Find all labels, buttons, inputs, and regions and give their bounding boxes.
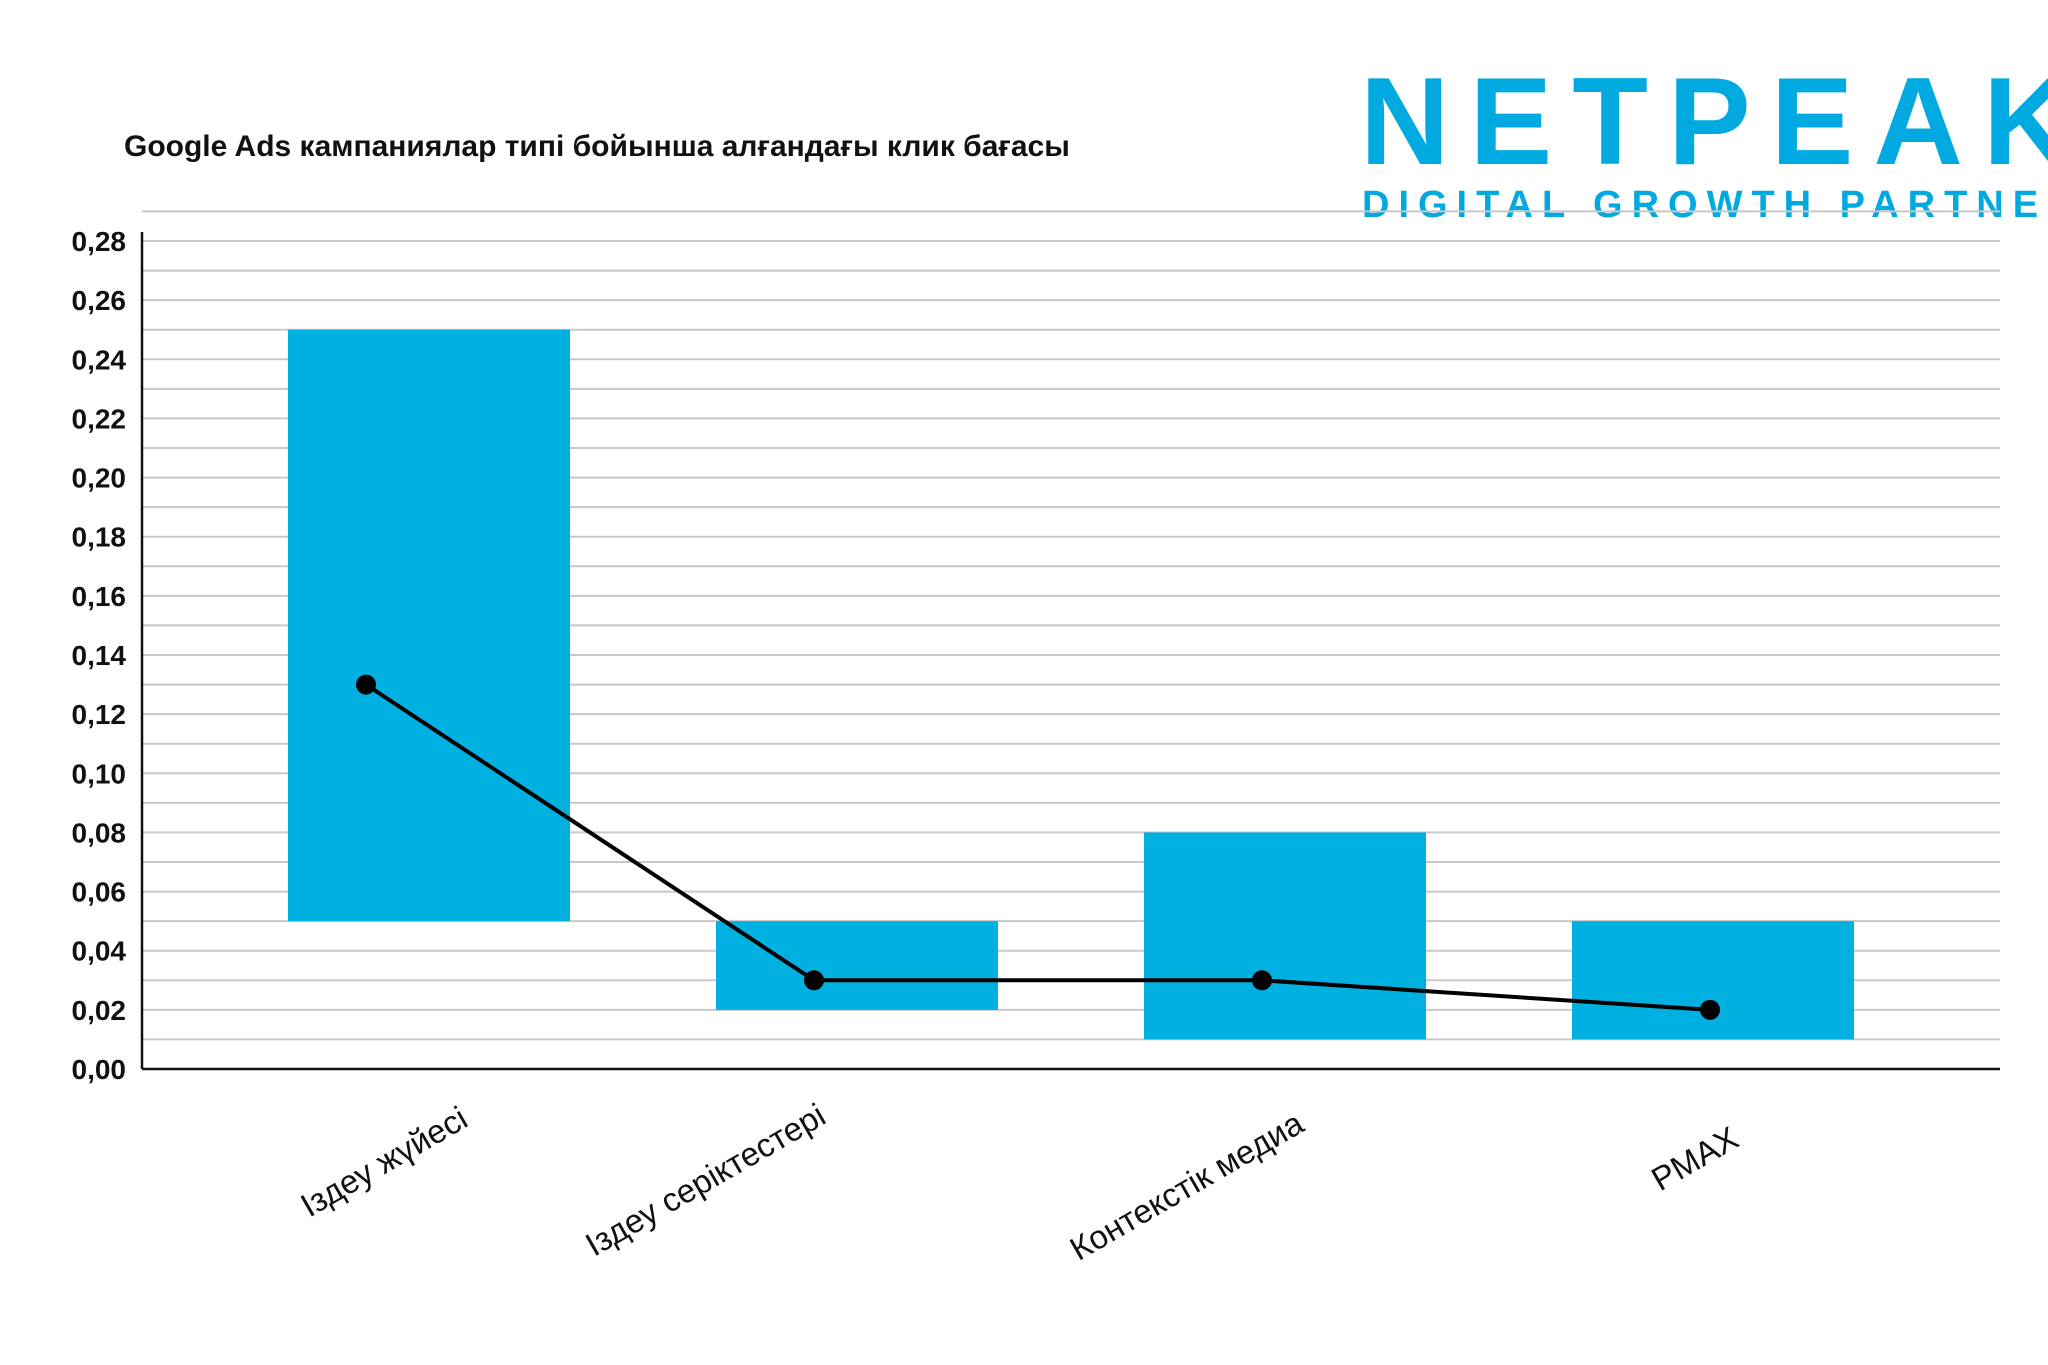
y-tick-label: 0,26	[72, 285, 127, 316]
y-tick-label: 0,20	[72, 463, 127, 494]
y-tick-label: 0,22	[72, 403, 127, 434]
x-tick-label: Контекстік медиа	[1064, 1104, 1310, 1268]
y-tick-label: 0,06	[72, 877, 127, 908]
bar	[716, 921, 998, 1010]
series-line	[364, 682, 1711, 1012]
x-axis-ticks: Іздеу жүйесі Іздеу серіктестері Контекстік…	[294, 1096, 1744, 1267]
y-tick-label: 0,24	[72, 344, 127, 375]
y-tick-label: 0,12	[72, 699, 127, 730]
bar	[1572, 921, 1854, 1040]
y-tick-label: 0,00	[72, 1054, 127, 1085]
y-tick-label: 0,04	[72, 936, 127, 967]
logo-wordmark: NETPEAK	[1360, 53, 2048, 191]
y-tick-label: 0,18	[72, 522, 127, 553]
y-tick-label: 0,10	[72, 758, 127, 789]
y-tick-label: 0,28	[72, 226, 127, 257]
line-point	[1252, 970, 1272, 991]
netpeak-logo: NETPEAK DIGITAL GROWTH PARTNER	[1360, 52, 2048, 232]
y-tick-label: 0,16	[72, 581, 127, 612]
y-axis-ticks: 0,00 0,02 0,04 0,06 0,08 0,10 0,12 0,14 0,16 0,18…	[72, 226, 127, 1085]
line-point	[804, 970, 824, 991]
axes	[140, 232, 2000, 1071]
line-point	[1700, 999, 1720, 1020]
y-tick-label: 0,08	[72, 817, 127, 848]
y-tick-label: 0,02	[72, 995, 127, 1026]
x-tick-label: Іздеу жүйесі	[294, 1099, 473, 1224]
line-point	[356, 674, 376, 695]
bar	[288, 329, 570, 922]
bar	[1144, 832, 1426, 1040]
logo-tagline: DIGITAL GROWTH PARTNER	[1362, 184, 2048, 226]
x-tick-label: Іздеу серіктестері	[579, 1096, 832, 1263]
chart-title: Google Ads кампаниялар типі бойынша алға…	[124, 130, 1070, 163]
bars	[288, 329, 1854, 1040]
y-tick-label: 0,14	[72, 640, 127, 671]
x-tick-label: PMAX	[1645, 1119, 1745, 1198]
line-series	[356, 674, 1720, 1020]
